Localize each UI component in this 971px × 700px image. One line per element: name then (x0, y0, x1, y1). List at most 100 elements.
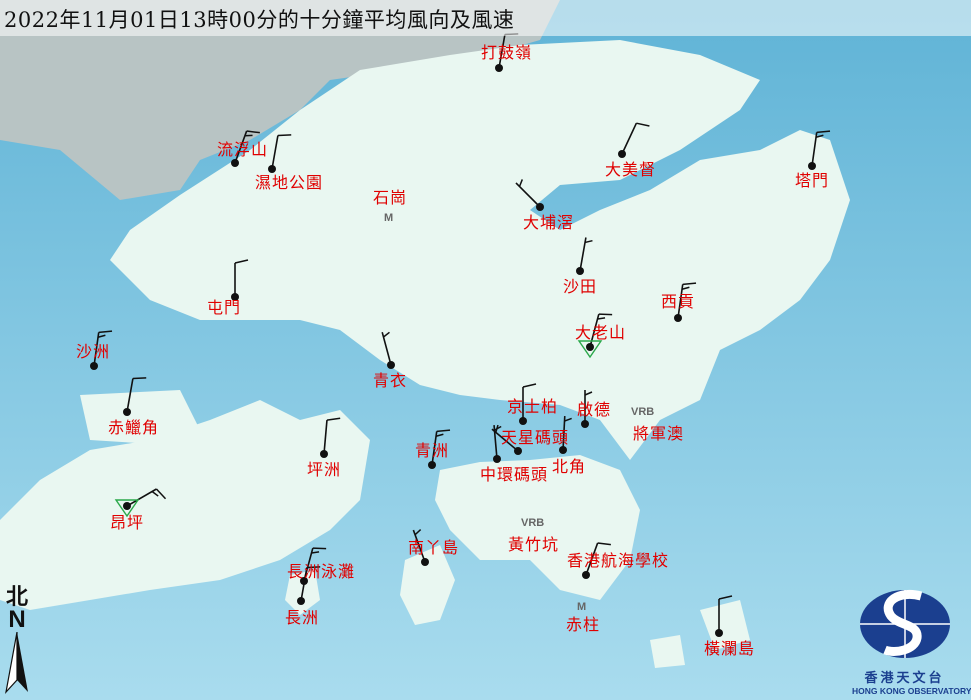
station-dot (123, 408, 131, 416)
station-dot (428, 461, 436, 469)
wind-barb-staff (677, 284, 684, 319)
station-label: 昂坪 (110, 513, 145, 532)
wind-barb-staff (412, 529, 426, 563)
wind-barb (231, 130, 260, 167)
wind-barb-feather (597, 542, 611, 546)
wind-barb-staff (300, 567, 308, 602)
station-marker: M (577, 601, 587, 613)
wind-barb (674, 282, 697, 322)
station-dot (536, 203, 544, 211)
wind-barb-staff (234, 130, 248, 164)
hk-island-land (435, 455, 640, 600)
station-label: 南丫島 (408, 538, 460, 557)
station-label: 中環碼頭 (480, 465, 549, 484)
wind-barb-feather (414, 528, 422, 536)
wind-barb-staff (323, 420, 328, 455)
small-island (650, 635, 685, 668)
wind-barb-staff (621, 122, 638, 155)
north-letter: N (8, 606, 26, 633)
wind-barb-staff (271, 135, 279, 170)
wind-barb-feather (518, 179, 524, 187)
wind-barb (519, 383, 537, 425)
station-dot (559, 446, 567, 454)
station-dot (493, 455, 501, 463)
wind-barb (808, 130, 831, 170)
north-arrow-icon (5, 631, 28, 694)
station-dot (231, 293, 239, 301)
wind-barb-feather (816, 130, 831, 134)
station-label: 沙田 (563, 277, 598, 296)
station-label: 石崗 (373, 188, 408, 207)
wind-barb-staff (381, 331, 392, 366)
station-dot (387, 361, 395, 369)
station-dot (582, 571, 590, 579)
station-label: 濕地公園 (255, 173, 324, 192)
wind-barb (231, 259, 249, 301)
wind-barb-feather (584, 239, 593, 244)
station-label: 西貢 (661, 292, 696, 311)
wind-barb-staff (515, 182, 541, 208)
wind-barbs-layer (90, 33, 831, 637)
station-label: 將軍澳 (633, 424, 685, 443)
station-label: 京士柏 (507, 397, 559, 416)
station-dot (90, 362, 98, 370)
station-label: 流浮山 (217, 140, 269, 159)
wind-barb-feather (494, 425, 502, 431)
wind-barb-feather (311, 551, 320, 554)
wind-barb-feather (246, 130, 260, 134)
wind-barb-feather (681, 286, 690, 291)
wind-barb-staff (811, 132, 818, 167)
station-dot (618, 150, 626, 158)
wind-barb-staff (585, 542, 599, 576)
station-label: 橫瀾島 (704, 639, 756, 658)
station-dot (123, 502, 131, 510)
shenzhen-land (0, 0, 560, 200)
station-dot (421, 558, 429, 566)
airport-land (80, 390, 200, 445)
title-bar (0, 0, 971, 36)
station-dot (297, 597, 305, 605)
wind-barb (493, 425, 502, 463)
wind-barb (515, 179, 544, 211)
station-label: 塔門 (795, 171, 830, 190)
wind-barb-feather (326, 417, 341, 421)
station-label: 北角 (552, 457, 587, 476)
new-territories-land (110, 40, 850, 460)
station-label: 黃竹坑 (508, 535, 560, 554)
wind-barb-feather (277, 134, 292, 137)
station-dot (576, 267, 584, 275)
wind-barb (428, 429, 451, 469)
wind-barb (581, 390, 593, 428)
station-dot (808, 162, 816, 170)
lamma-land (400, 545, 455, 625)
logo-name-zh: 香港天文台 (864, 670, 945, 685)
station-dot (514, 447, 522, 455)
wind-barb-feather (436, 429, 451, 433)
wind-barb-staff (126, 378, 134, 413)
station-label: 赤鱲角 (108, 418, 160, 437)
station-dot (519, 417, 527, 425)
logo-name-en: HONG KONG OBSERVATORY (852, 686, 971, 696)
wind-barb-feather (132, 377, 147, 380)
wind-barb-feather (636, 122, 650, 127)
wind-barb-feather (151, 490, 159, 497)
wind-barb (90, 330, 113, 370)
wind-barb (577, 313, 613, 359)
wind-barb-staff (93, 332, 100, 367)
wind-barb (582, 542, 611, 579)
wind-barb-staff (491, 428, 519, 452)
wind-barb (123, 377, 147, 416)
station-label: 坪洲 (307, 460, 342, 479)
hko-logo: 香港天文台 HONG KONG OBSERVATORY (852, 588, 971, 696)
station-marker: VRB (631, 406, 655, 418)
wind-barb-feather (564, 417, 572, 422)
station-marker: M (384, 212, 394, 224)
wind-barb (381, 331, 395, 369)
wind-barb (297, 566, 321, 605)
station-dot (581, 420, 589, 428)
station-dot (320, 450, 328, 458)
map-title: 2022年11月01日13時00分的十分鐘平均風向及風速 (4, 8, 515, 32)
station-dot (495, 64, 503, 72)
wind-barb-feather (234, 259, 249, 264)
